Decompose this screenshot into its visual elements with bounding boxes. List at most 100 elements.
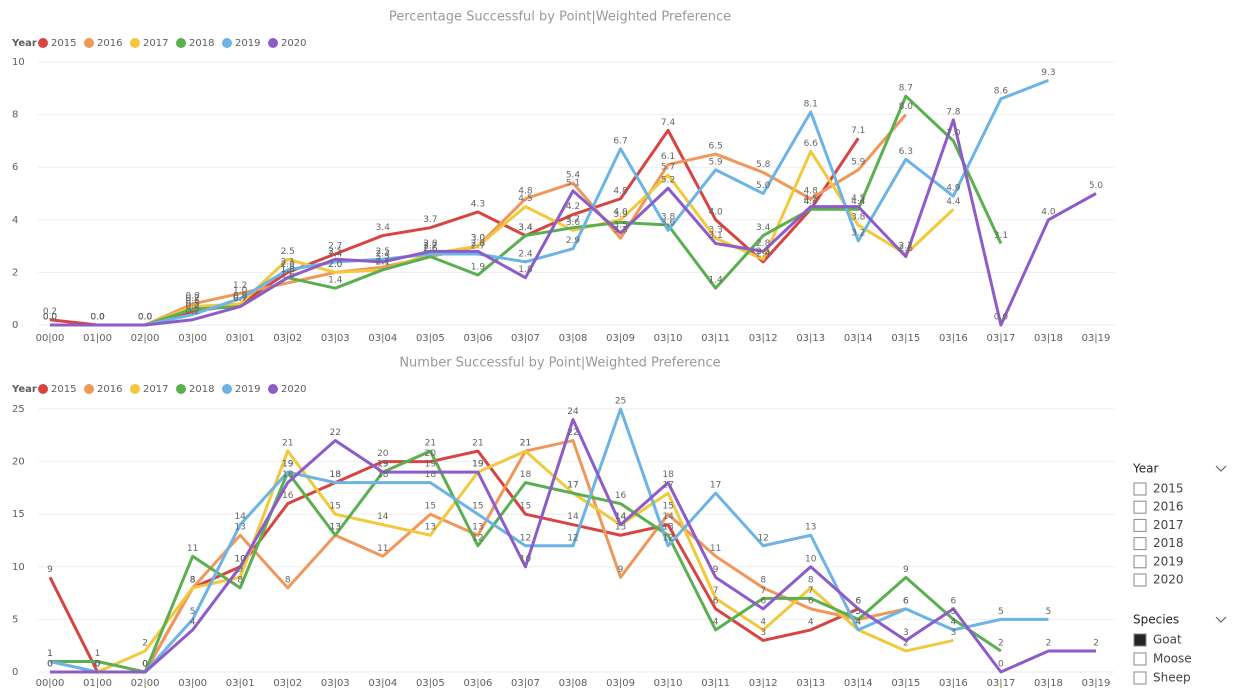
slicer-item[interactable]: 2015 — [1153, 482, 1184, 496]
data-label: 19 — [425, 460, 437, 470]
data-label: 1.4 — [708, 276, 723, 286]
data-label: 3.4 — [518, 223, 533, 233]
data-label: 4.8 — [613, 186, 628, 196]
data-label: 2.7 — [328, 241, 342, 251]
slicer-item[interactable]: Sheep — [1153, 671, 1191, 685]
slicer-checkbox[interactable] — [1133, 652, 1147, 666]
data-label: 2.8 — [756, 239, 771, 249]
data-label: 15 — [520, 502, 531, 512]
x-tick-label: 03|07 — [511, 333, 540, 344]
slicer-checkbox[interactable] — [1133, 518, 1147, 532]
slicer-item[interactable]: Moose — [1153, 652, 1192, 666]
data-label: 3.7 — [566, 215, 580, 225]
data-label: 19 — [472, 460, 484, 470]
slicer-checkbox[interactable] — [1133, 500, 1147, 514]
x-tick-label: 03|08 — [559, 678, 588, 688]
data-label: 0.0 — [43, 313, 58, 323]
slicer-item[interactable]: Goat — [1153, 633, 1182, 647]
data-label: 5.9 — [708, 157, 723, 167]
x-tick-label: 03|16 — [939, 678, 968, 688]
data-label: 6.1 — [661, 152, 675, 162]
data-label: 13 — [234, 523, 245, 533]
data-label: 3.9 — [613, 210, 628, 220]
data-label: 8.0 — [899, 102, 914, 112]
legend-label: 2018 — [189, 38, 214, 49]
data-label: 6.5 — [708, 142, 722, 152]
slicer-checkbox[interactable] — [1133, 537, 1147, 551]
data-label: 9.3 — [1041, 68, 1055, 78]
slicer-item[interactable]: 2016 — [1153, 500, 1184, 514]
x-tick-label: 03|15 — [891, 333, 920, 344]
data-label: 5.2 — [661, 176, 675, 186]
data-label: 9 — [903, 565, 909, 575]
y-tick-label: 6 — [12, 162, 18, 173]
x-tick-label: 03|01 — [226, 678, 255, 688]
data-label: 10 — [234, 554, 246, 564]
data-label: 6 — [713, 596, 719, 606]
slicer-checkbox[interactable] — [1133, 482, 1147, 496]
y-tick-label: 2 — [12, 267, 18, 278]
data-label: 5 — [950, 607, 956, 617]
slicer-chevron[interactable] — [1215, 465, 1227, 472]
data-label: 12 — [567, 533, 578, 543]
x-tick-label: 03|09 — [606, 333, 635, 344]
data-label: 0.4 — [185, 302, 200, 312]
legend-marker — [84, 384, 94, 394]
data-label: 6 — [760, 596, 766, 606]
data-label: 0 — [95, 660, 101, 670]
data-label: 13 — [330, 523, 341, 533]
x-tick-label: 03|11 — [701, 333, 730, 344]
data-label: 0.7 — [233, 294, 247, 304]
data-label: 1.0 — [233, 286, 248, 296]
series-line — [50, 118, 1097, 327]
data-label: 0 — [47, 660, 53, 670]
data-label: 2.7 — [423, 241, 437, 251]
y-tick-label: 8 — [12, 110, 18, 121]
x-tick-label: 02|00 — [131, 678, 160, 688]
slicer-checkbox[interactable] — [1133, 573, 1147, 587]
data-label: 20 — [377, 449, 389, 459]
data-label: 0.5 — [185, 299, 199, 309]
data-label: 4 — [855, 617, 861, 627]
x-tick-label: 01|00 — [83, 678, 112, 688]
data-label: 0.2 — [43, 307, 57, 317]
x-tick-label: 03|08 — [559, 333, 588, 344]
data-label: 8.6 — [994, 86, 1009, 96]
data-label: 7.4 — [661, 118, 676, 128]
data-label: 4.4 — [851, 197, 866, 207]
data-label: 11 — [187, 544, 198, 554]
y-tick-label: 0 — [12, 667, 18, 678]
slicer-checkbox[interactable] — [1133, 633, 1147, 647]
data-label: 8 — [190, 575, 196, 585]
legend-marker — [38, 384, 48, 394]
data-label: 3.5 — [613, 220, 627, 230]
data-label: 3 — [950, 628, 956, 638]
slicer-item[interactable]: 2019 — [1153, 554, 1184, 568]
data-label: 4.4 — [804, 197, 819, 207]
x-tick-label: 03|13 — [796, 333, 825, 344]
slicer-item[interactable]: 2020 — [1153, 573, 1184, 587]
data-label: 0 — [142, 660, 148, 670]
data-label: 19 — [377, 460, 389, 470]
slicer-chevron[interactable] — [1215, 616, 1227, 623]
data-label: 9 — [237, 565, 243, 575]
data-label: 5.0 — [1089, 181, 1104, 191]
data-label: 13 — [662, 523, 673, 533]
data-label: 9 — [47, 565, 53, 575]
data-label: 8 — [285, 575, 291, 585]
x-tick-label: 00|00 — [36, 333, 65, 344]
slicer-item[interactable]: 2018 — [1153, 536, 1184, 550]
data-label: 13 — [330, 523, 341, 533]
x-tick-label: 03|14 — [844, 333, 873, 344]
x-tick-label: 03|09 — [606, 678, 635, 688]
data-label: 12 — [757, 533, 768, 543]
slicer-checkbox[interactable] — [1133, 671, 1147, 685]
data-label: 14 — [567, 512, 579, 522]
slicer-checkbox[interactable] — [1133, 555, 1147, 569]
data-label: 1 — [47, 649, 53, 659]
data-label: 1 — [47, 649, 53, 659]
data-label: 6.7 — [613, 136, 627, 146]
data-label: 0.8 — [233, 291, 248, 301]
slicer-item[interactable]: 2017 — [1153, 518, 1184, 532]
x-tick-label: 03|00 — [178, 678, 207, 688]
